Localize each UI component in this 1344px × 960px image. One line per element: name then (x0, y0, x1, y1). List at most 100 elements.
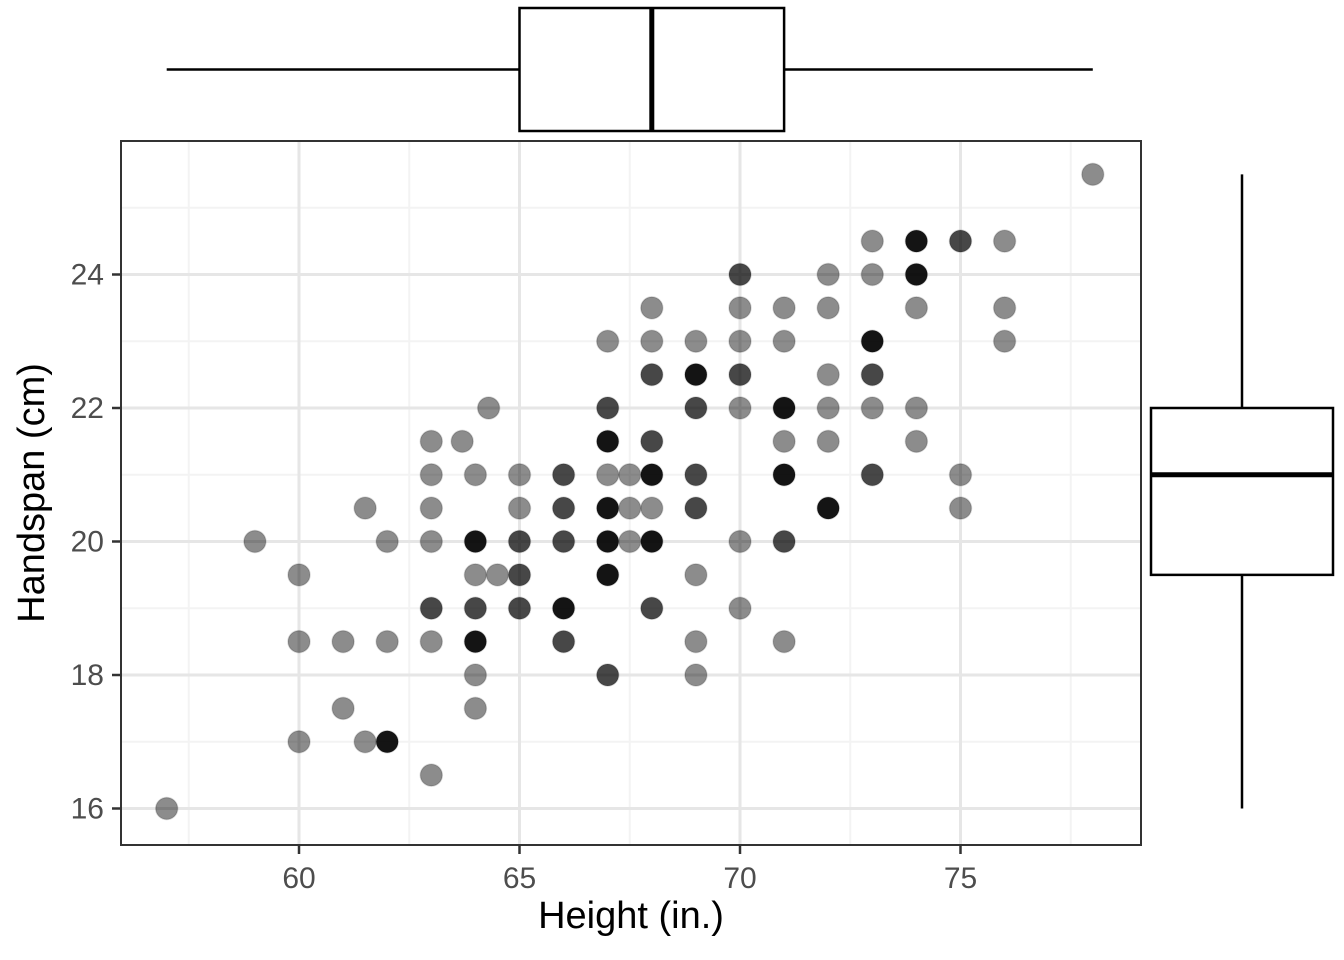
scatter-point (948, 463, 973, 487)
scatter-point (772, 629, 796, 654)
y-tick-label: 22 (71, 392, 104, 425)
scatter-point (375, 629, 399, 654)
scatter-point (331, 696, 355, 721)
scatter-point (684, 496, 708, 520)
scatter-point (595, 329, 620, 353)
scatter-point (904, 229, 929, 253)
scatter-point (860, 262, 885, 287)
scatter-point (816, 496, 840, 520)
scatter-point (419, 429, 444, 454)
scatter-point (551, 496, 576, 520)
scatter-point (551, 529, 576, 554)
scatter-point (684, 629, 708, 654)
scatter-point (287, 563, 311, 587)
scatter-point (551, 463, 576, 487)
scatter-point (243, 529, 267, 554)
scatter-point (860, 329, 885, 353)
x-axis-title: Height (in.) (538, 895, 724, 937)
scatter-point (375, 730, 399, 754)
y-axis-title: Handspan (cm) (11, 363, 53, 623)
scatter-point (640, 496, 664, 520)
scatter-point (728, 529, 752, 554)
scatter-point (640, 329, 664, 353)
scatter-point (860, 362, 885, 387)
scatter-point (154, 796, 179, 821)
grid-major-lines (121, 141, 1141, 845)
scatter-point (816, 262, 840, 287)
scatter-point (640, 296, 664, 320)
scatter-point (772, 463, 796, 487)
right-marginal-boxplot-handspan (1149, 174, 1335, 809)
scatter-point (551, 629, 576, 654)
scatter-point (772, 529, 796, 554)
scatter-point (728, 362, 752, 387)
scatter-point (948, 496, 973, 520)
y-axis: 16 18 20 22 24 (71, 259, 121, 826)
scatter-point (816, 429, 840, 454)
scatter-point (860, 229, 885, 253)
scatter-point (992, 229, 1017, 253)
scatter-point (640, 429, 664, 454)
scatter-point (353, 730, 377, 754)
scatter-point (463, 596, 488, 620)
scatter-point (595, 463, 620, 487)
scatter-point (419, 596, 444, 620)
scatter-point (419, 496, 444, 520)
scatter-point (463, 529, 488, 554)
scatter-point (353, 496, 377, 520)
scatter-point (684, 329, 708, 353)
x-tick-label: 70 (723, 862, 756, 895)
scatter-point (684, 463, 708, 487)
scatter-point (728, 596, 752, 620)
scatter-point (507, 563, 532, 587)
scatter-point (684, 396, 708, 420)
scatter-point (507, 496, 532, 520)
scatter-point (463, 463, 488, 487)
scatter-point (992, 296, 1017, 320)
x-tick-label: 75 (944, 862, 977, 895)
x-tick-label: 60 (282, 862, 315, 895)
scatter-point (772, 396, 796, 420)
scatter-point (595, 663, 620, 687)
scatter-point (419, 629, 444, 654)
top-marginal-boxplot-height (166, 6, 1093, 133)
scatter-point (375, 529, 399, 554)
scatter-point (772, 296, 796, 320)
y-tick-label: 24 (71, 259, 104, 292)
scatter-point (640, 529, 664, 554)
scatter-point (772, 329, 796, 353)
scatter-point (419, 763, 444, 787)
boxplot-box (1149, 406, 1335, 577)
scatter-point (728, 396, 752, 420)
scatter-point (684, 663, 708, 687)
scatter-point (595, 396, 620, 420)
scatter-point (618, 529, 642, 554)
scatter-point (419, 529, 444, 554)
scatter-point (463, 696, 488, 721)
y-tick-label: 16 (71, 793, 104, 826)
scatter-point (904, 296, 929, 320)
panel-border (120, 140, 1142, 846)
scatter-point (551, 596, 576, 620)
scatter-point (463, 629, 488, 654)
scatter-point (904, 396, 929, 420)
scatter-point (772, 429, 796, 454)
grid-minor-lines (121, 141, 1141, 845)
scatter-points (154, 162, 1105, 821)
scatter-point (618, 496, 642, 520)
scatter-point (618, 463, 642, 487)
scatter-point (595, 529, 620, 554)
x-tick-label: 65 (503, 862, 536, 895)
scatter-point (684, 563, 708, 587)
scatter-point (485, 563, 510, 587)
scatter-point (948, 229, 973, 253)
scatter-point (640, 463, 664, 487)
scatter-point (992, 329, 1017, 353)
scatter-point (1081, 162, 1105, 187)
scatter-point (463, 663, 488, 687)
scatter-point (595, 563, 620, 587)
scatter-point (816, 396, 840, 420)
scatter-point (595, 429, 620, 454)
scatter-point (728, 296, 752, 320)
